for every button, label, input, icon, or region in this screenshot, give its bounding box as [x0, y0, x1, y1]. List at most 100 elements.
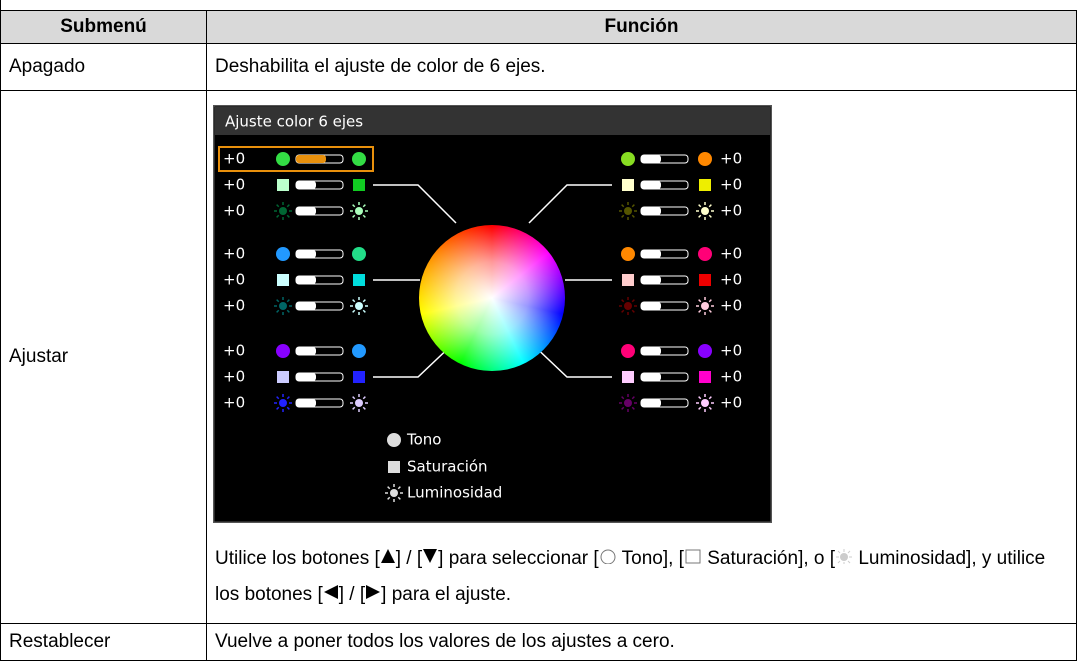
note-text: ] para seleccionar [ [438, 548, 599, 569]
saturation-icon [353, 371, 365, 383]
ray [631, 396, 635, 400]
luminance-icon [701, 207, 709, 215]
note-text: Luminosidad], y utilice los botones [ [215, 548, 1046, 605]
ray [621, 309, 625, 313]
slider-fill [296, 250, 316, 258]
ray [621, 204, 625, 208]
hue-icon [352, 247, 366, 261]
ray [621, 214, 625, 218]
screen-title: Ajuste color 6 ejes [225, 113, 363, 131]
header-row: Submenú Función [0, 10, 1077, 44]
slider-fill [296, 207, 316, 215]
ray [708, 406, 712, 410]
note-text: ] / [ [395, 548, 423, 569]
row: Restablecer Vuelve a poner todos los valo… [0, 623, 1077, 661]
sun-icon [836, 549, 853, 565]
slider-fill [641, 399, 661, 407]
value-label: +0 [223, 245, 245, 263]
note-text: Tono], [ [621, 548, 684, 569]
connector [528, 184, 612, 224]
saturation-icon [277, 179, 289, 191]
cell: Ajuste color 6 ejes +0 +0 +0 +0 +0 +0 +0 +0 +0 +0… [206, 90, 1077, 624]
ray [286, 396, 290, 400]
slider-fill [641, 302, 661, 310]
circle-icon [600, 549, 616, 565]
value-label: +0 [720, 271, 742, 289]
value-label: +0 [720, 342, 742, 360]
note: Utilice los botones [ ] / [ ] para selecci… [215, 541, 1068, 613]
ray [276, 396, 280, 400]
slider-fill [641, 250, 661, 258]
ray [362, 204, 366, 208]
ray [352, 406, 356, 410]
ray [708, 204, 712, 208]
hue-icon [276, 152, 290, 166]
ray [698, 204, 702, 208]
note-text: ] para el ajuste. [381, 584, 512, 605]
header-cell: Función [206, 10, 1077, 44]
ray [708, 299, 712, 303]
hue-icon [352, 344, 366, 358]
ray [621, 396, 625, 400]
slider-fill [641, 347, 661, 355]
hue-icon [621, 152, 635, 166]
note-text: Utilice los botones [ [215, 548, 380, 569]
ray [397, 486, 401, 490]
ray [698, 299, 702, 303]
luminance-icon [279, 207, 287, 215]
luminance-icon [355, 302, 363, 310]
ray [708, 309, 712, 313]
luminance-icon [701, 399, 709, 407]
luminance-icon [624, 207, 632, 215]
ray [352, 299, 356, 303]
value-label: +0 [720, 297, 742, 315]
legend-label: Saturación [407, 458, 488, 476]
value-label: +0 [720, 176, 742, 194]
ray [352, 309, 356, 313]
ray [352, 214, 356, 218]
hue-icon [276, 247, 290, 261]
ray [631, 406, 635, 410]
table: Submenú Función Apagado Deshabilita el aju… [0, 10, 1077, 661]
saturation-icon [277, 274, 289, 286]
slider-fill [641, 373, 661, 381]
value-label: +0 [223, 342, 245, 360]
value-label: +0 [720, 394, 742, 412]
hue-icon [698, 152, 712, 166]
ray [621, 299, 625, 303]
ray [387, 496, 391, 500]
ray [286, 309, 290, 313]
luminance-icon [624, 302, 632, 310]
ray [631, 299, 635, 303]
ray [362, 396, 366, 400]
right-icon [366, 585, 381, 599]
screenshot: Ajuste color 6 ejes +0 +0 +0 +0 +0 +0 +0 +0 +0 +0… [213, 105, 772, 523]
ray [276, 406, 280, 410]
value-label: +0 [223, 368, 245, 386]
value-label: +0 [223, 202, 245, 220]
ray [698, 396, 702, 400]
value-label: +0 [223, 176, 245, 194]
connector [373, 184, 457, 224]
slider-fill [296, 399, 316, 407]
slider-fill [296, 302, 316, 310]
luminance-icon [279, 399, 287, 407]
ray [286, 299, 290, 303]
value-label: +0 [720, 202, 742, 220]
slider-fill [296, 181, 316, 189]
ray [631, 309, 635, 313]
hue-icon [621, 247, 635, 261]
luminance-icon [390, 489, 398, 497]
value-label: +0 [223, 150, 245, 168]
ray [276, 299, 280, 303]
saturation-icon [622, 274, 634, 286]
ray [397, 496, 401, 500]
ray [276, 309, 280, 313]
slider-fill [296, 373, 316, 381]
luminance-icon [279, 302, 287, 310]
slider-fill [641, 155, 661, 163]
row: Ajustar Ajuste color 6 ejes +0 +0 +0 +0 +0 +0… [0, 90, 1077, 624]
slider-fill [641, 181, 661, 189]
up-icon [380, 549, 395, 563]
saturation-icon [277, 371, 289, 383]
